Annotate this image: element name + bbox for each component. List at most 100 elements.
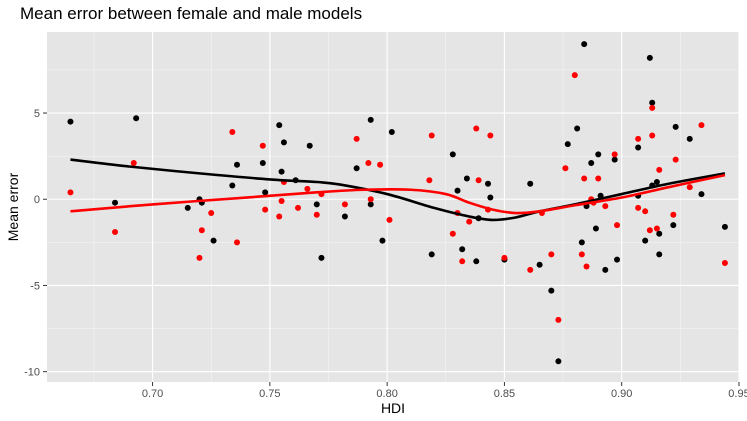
axis-ticks bbox=[43, 112, 740, 386]
black-point bbox=[229, 182, 236, 189]
black-point bbox=[548, 287, 555, 294]
black-point bbox=[280, 139, 287, 146]
black-point bbox=[485, 180, 492, 187]
red-point bbox=[294, 204, 301, 211]
black-point bbox=[262, 189, 269, 196]
black-point bbox=[318, 254, 325, 261]
x-axis-title: HDI bbox=[381, 400, 405, 416]
red-smooth-line bbox=[70, 173, 726, 215]
black-point bbox=[341, 213, 348, 220]
red-point bbox=[130, 160, 137, 167]
red-series-points bbox=[67, 72, 728, 323]
red-point bbox=[672, 156, 679, 163]
black-point bbox=[353, 165, 360, 172]
black-point bbox=[388, 129, 395, 135]
black-smooth-line bbox=[70, 158, 726, 222]
black-point bbox=[611, 156, 618, 163]
black-point bbox=[367, 201, 374, 208]
red-point bbox=[229, 129, 236, 135]
red-point bbox=[367, 196, 374, 203]
smooth-lines bbox=[70, 158, 726, 222]
y-axis-title: Mean error bbox=[5, 172, 21, 241]
chart-title: Mean error between female and male model… bbox=[20, 4, 363, 23]
red-point bbox=[276, 213, 283, 220]
black-point bbox=[686, 135, 693, 142]
red-point bbox=[611, 151, 618, 158]
black-point bbox=[454, 187, 461, 194]
black-point bbox=[574, 125, 581, 132]
red-point bbox=[259, 142, 266, 149]
black-point bbox=[614, 256, 621, 263]
x-tick-label: 0.85 bbox=[494, 388, 515, 400]
black-point bbox=[112, 199, 119, 206]
red-point bbox=[698, 122, 705, 129]
black-point bbox=[670, 222, 677, 229]
red-point bbox=[721, 260, 728, 267]
red-point bbox=[649, 104, 656, 111]
black-point bbox=[449, 151, 456, 158]
red-point bbox=[646, 227, 653, 234]
red-point bbox=[670, 211, 677, 218]
black-point bbox=[564, 141, 571, 148]
x-tick-label: 0.70 bbox=[142, 388, 163, 400]
black-point bbox=[234, 161, 241, 168]
red-point bbox=[555, 316, 562, 323]
major-gridlines bbox=[47, 32, 740, 382]
red-point bbox=[386, 216, 393, 223]
red-point bbox=[578, 251, 585, 258]
red-point bbox=[649, 132, 656, 139]
red-point bbox=[353, 135, 360, 142]
red-point bbox=[473, 125, 480, 132]
red-point bbox=[656, 166, 663, 173]
red-point bbox=[208, 210, 215, 217]
black-point bbox=[595, 151, 602, 158]
red-point bbox=[278, 197, 285, 204]
red-point bbox=[595, 175, 602, 182]
red-point bbox=[466, 218, 473, 225]
black-point bbox=[649, 99, 656, 106]
red-point bbox=[377, 161, 384, 168]
black-point bbox=[656, 230, 663, 237]
red-point bbox=[602, 203, 609, 210]
red-point bbox=[642, 208, 649, 215]
black-point bbox=[367, 116, 374, 123]
black-point bbox=[555, 358, 562, 365]
black-point bbox=[721, 223, 728, 230]
red-point bbox=[196, 254, 203, 261]
y-tick-label: 5 bbox=[34, 108, 40, 120]
x-tick-label: 0.90 bbox=[611, 388, 632, 400]
black-point bbox=[428, 251, 435, 258]
black-point bbox=[635, 144, 642, 151]
red-point bbox=[459, 258, 466, 265]
red-point bbox=[341, 201, 348, 208]
red-point bbox=[635, 135, 642, 142]
x-tick-label: 0.80 bbox=[376, 388, 397, 400]
black-point bbox=[592, 225, 599, 232]
red-point bbox=[562, 165, 569, 172]
black-point bbox=[578, 239, 585, 246]
red-point bbox=[653, 225, 660, 232]
red-point bbox=[313, 211, 320, 218]
black-series-points bbox=[67, 41, 728, 365]
black-point bbox=[313, 201, 320, 208]
black-point bbox=[642, 237, 649, 244]
red-point bbox=[614, 222, 621, 229]
red-point bbox=[475, 177, 482, 184]
black-point bbox=[588, 160, 595, 167]
black-point bbox=[581, 41, 588, 48]
red-point bbox=[304, 185, 311, 192]
black-point bbox=[459, 246, 466, 253]
black-point bbox=[67, 118, 74, 125]
black-point bbox=[210, 237, 217, 244]
x-tick-label: 0.75 bbox=[259, 388, 280, 400]
y-tick-label: -5 bbox=[30, 280, 40, 292]
black-point bbox=[646, 54, 653, 61]
black-point bbox=[653, 179, 660, 185]
red-point bbox=[501, 254, 508, 261]
red-point bbox=[365, 160, 372, 167]
red-point bbox=[548, 251, 555, 258]
black-point bbox=[379, 237, 386, 244]
black-point bbox=[276, 122, 283, 129]
